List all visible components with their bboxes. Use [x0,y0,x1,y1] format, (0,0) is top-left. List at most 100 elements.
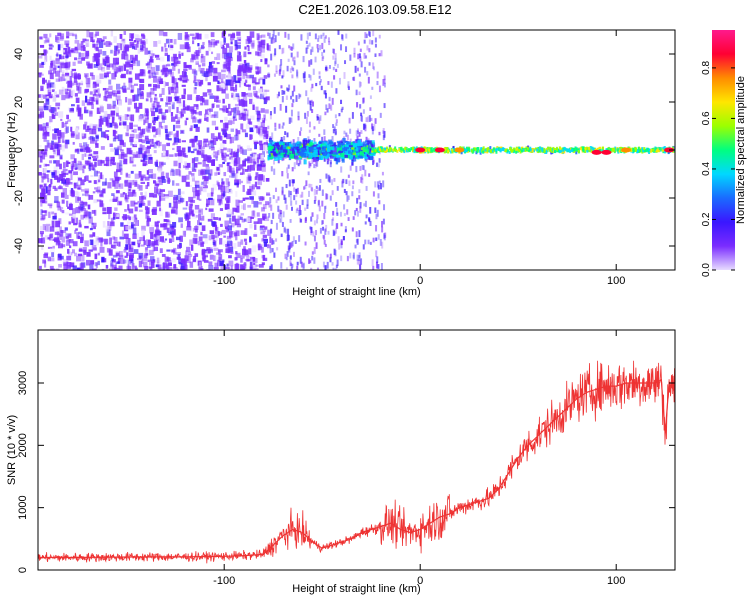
spectrogram-cell [57,186,63,190]
spectrogram-cell [283,227,286,233]
spectrogram-cell [272,30,275,37]
spectrogram-cell [598,146,601,150]
spectrogram-cell [133,214,137,218]
spectrogram-cell [224,133,228,137]
spectrogram-cell [69,202,72,210]
spectrogram-cell [171,102,175,110]
spectrogram-cell [198,47,202,54]
spectrogram-cell [205,166,210,170]
spectrogram-cell [193,104,199,107]
spectrogram-cell [281,221,284,227]
spectrogram-cell [210,141,215,148]
spectrogram-cell [176,268,180,270]
spectrogram-cell [367,76,370,84]
spectrogram-cell [80,145,85,153]
spectrogram-cell [254,142,258,150]
spectrogram-cell [124,53,128,57]
spectrogram-cell [286,65,289,72]
spectrogram-cell [212,103,215,108]
spectrogram-cell [227,209,233,215]
spectrogram-cell [88,216,93,224]
spectrogram-cell [153,150,157,154]
spectrogram-cell [349,252,352,259]
spectrogram-cell [257,243,261,251]
spectrogram-cell [298,157,301,164]
spectrogram-cell [185,117,189,121]
spectrogram-cell [357,130,360,135]
spectrogram-cell [296,261,299,266]
spectrogram-cell [337,143,342,148]
spectrogram-cell [144,38,148,45]
spectrogram-cell [286,234,289,242]
spectrogram-cell [342,178,345,184]
spectrogram-cell [313,257,316,264]
spectrogram-cell [123,124,126,129]
spectrogram-cell [91,97,95,102]
spectrogram-cell [125,194,130,200]
spectrogram-cell [218,164,223,168]
spectrogram-cell [43,105,49,111]
spectrogram-cell [146,114,149,120]
spectrogram-cell [166,264,169,270]
spectrogram-cell [234,84,238,91]
spectrogram-cell [291,74,294,79]
spectrogram-cell [324,90,327,95]
spectrogram-cell [172,66,176,71]
spectrogram-cell [344,150,347,153]
spectrogram-cell [302,144,307,148]
spectrogram-cell [246,44,249,48]
spectrogram-cell [149,262,154,266]
spectrogram-cell [279,218,282,223]
spectrogram-cell [194,82,198,87]
spectrogram-cell [204,143,209,148]
spectrogram-cell [275,70,278,74]
spectrogram-cell [74,35,78,40]
spectrogram-cell [164,256,169,262]
spectrogram-cell [398,148,401,152]
spectrogram-cell [152,83,157,87]
spectrogram-cell [258,174,264,181]
spectrogram-cell [58,144,62,150]
spectrogram-cell [49,65,54,72]
spectrogram-cell [134,181,138,187]
spectrogram-cell [590,148,593,152]
spectrogram-cell [514,148,517,152]
spectrogram-cell [167,190,173,197]
spectrogram-cell [362,123,365,130]
spectrogram-cell [244,46,247,50]
spectrogram-cell [215,166,219,171]
spectrogram-cell [100,190,104,197]
spectrogram-cell [275,199,278,204]
spectrogram-cell [132,233,137,240]
spectrogram-cell [89,239,94,246]
spectrogram-cell [262,144,268,152]
spectrogram-cell [183,75,188,80]
spectrogram-cell [329,195,332,201]
spectrogram-cell [328,64,331,69]
spectrogram-cell [332,210,335,216]
spectrogram-cell [149,266,153,270]
spectrogram-cell [139,84,145,91]
spectrogram-cell [234,232,237,237]
spectrogram-cell [82,142,88,147]
spectrogram-cell [324,228,327,232]
spectrogram-cell [53,170,57,178]
spectrogram-cell [120,149,124,152]
spectrogram-cell [369,107,372,111]
spectrogram-cell [154,107,159,113]
spectrogram-cell [316,219,319,224]
spectrogram-cell [58,89,64,95]
spectrogram-cell [352,152,356,156]
spectrogram-cell [141,33,145,37]
spectrogram-cell [289,190,292,195]
spectrogram-cell [326,144,331,149]
spectrogram-cell [113,171,118,178]
spectrogram-cell [242,75,246,80]
spectrogram-cell [383,233,386,239]
spectrogram-cell [266,193,271,196]
spectrogram-cell [75,195,80,203]
spectrogram-cell [362,165,365,171]
spectrogram-cell [249,261,253,267]
spectrogram-cell [153,123,156,126]
spectrogram-cell [135,151,141,159]
